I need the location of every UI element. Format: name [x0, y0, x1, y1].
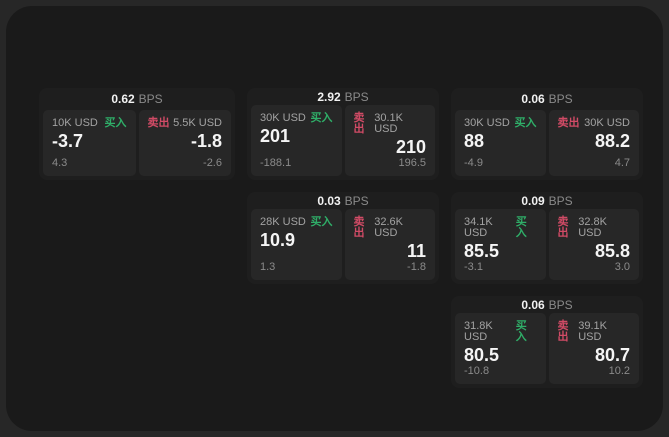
buy-value: 88 — [464, 131, 485, 151]
buy-sub-value: -3.1 — [464, 261, 483, 273]
sell-tile[interactable]: 卖出 5.5K USD -1.8 -2.6 — [138, 110, 231, 176]
sell-tag: 卖出 — [557, 320, 569, 344]
bps-value: 0.06 — [521, 92, 545, 106]
buy-amount: 31.8K USD — [464, 320, 493, 344]
buy-amount: 10K USD — [52, 117, 98, 129]
sell-sub-value: -2.6 — [203, 157, 222, 169]
quote-card: 0.09 BPS 34.1K USD 买入 85.5 -3.1 卖出 32.8K… — [451, 192, 643, 284]
sell-tile[interactable]: 卖出 30.1K USD 210 196.5 — [344, 105, 435, 176]
buy-tile[interactable]: 31.8K USD 买入 80.5 -10.8 — [455, 313, 546, 384]
buy-sub-value: 1.3 — [260, 261, 276, 273]
buy-amount: 30K USD — [260, 112, 306, 125]
bps-value: 2.92 — [317, 89, 341, 104]
sell-sub-value: 196.5 — [398, 157, 426, 169]
buy-amount: 28K USD — [260, 216, 306, 229]
bps-unit-label: BPS — [344, 193, 369, 208]
bps-unit-label: BPS — [548, 193, 573, 208]
buy-tile[interactable]: 10K USD 买入 -3.7 4.3 — [43, 110, 136, 176]
sell-amount: 32.6K USD — [374, 216, 403, 240]
sell-sub-value: -1.8 — [407, 261, 426, 273]
quote-card: 0.06 BPS 30K USD 买入 88 -4.9 卖出 30K USD — [451, 88, 643, 180]
bps-unit-label: BPS — [138, 92, 163, 106]
bps-value: 0.62 — [111, 92, 135, 106]
sell-value: -1.8 — [190, 131, 222, 151]
card-bps-header: 0.03 BPS — [251, 192, 435, 209]
buy-sub-value: -4.9 — [464, 157, 483, 169]
buy-amount: 34.1K USD — [464, 216, 493, 240]
sell-tile[interactable]: 卖出 30K USD 88.2 4.7 — [548, 110, 639, 176]
sell-sub-value: 4.7 — [614, 157, 630, 169]
sell-tag: 卖出 — [557, 216, 569, 240]
sell-amount: 39.1K USD — [578, 320, 607, 344]
sell-sub-value: 10.2 — [608, 365, 630, 377]
sell-value: 210 — [395, 137, 426, 158]
sell-tag: 卖出 — [353, 112, 365, 136]
app-background-panel: 0.62 BPS 10K USD 买入 -3.7 4.3 卖出 5.5K USD — [6, 6, 663, 431]
buy-tag: 买入 — [515, 320, 527, 344]
bps-value: 0.09 — [521, 193, 545, 208]
buy-tile[interactable]: 30K USD 买入 201 -188.1 — [251, 105, 342, 176]
buy-sub-value: -188.1 — [260, 157, 292, 169]
card-bps-header: 2.92 BPS — [251, 88, 435, 105]
buy-value: 80.5 — [464, 345, 500, 366]
sell-value: 80.7 — [594, 345, 630, 366]
sell-tag: 卖出 — [353, 216, 365, 240]
sell-amount: 32.8K USD — [578, 216, 607, 240]
bps-value: 0.06 — [521, 297, 545, 312]
buy-tile[interactable]: 28K USD 买入 10.9 1.3 — [251, 209, 342, 280]
sell-amount: 5.5K USD — [173, 117, 222, 129]
card-bps-header: 0.62 BPS — [43, 88, 231, 110]
buy-value: 10.9 — [260, 230, 296, 251]
buy-value: -3.7 — [52, 131, 84, 151]
buy-sub-value: 4.3 — [52, 157, 68, 169]
sell-value: 11 — [406, 241, 426, 262]
buy-tag: 买入 — [310, 112, 333, 125]
sell-amount: 30K USD — [584, 117, 630, 129]
buy-tile[interactable]: 30K USD 买入 88 -4.9 — [455, 110, 546, 176]
buy-value: 201 — [260, 126, 291, 147]
quote-card: 0.62 BPS 10K USD 买入 -3.7 4.3 卖出 5.5K USD — [39, 88, 235, 180]
quote-card: 0.06 BPS 31.8K USD 买入 80.5 -10.8 卖出 39.1… — [451, 296, 643, 388]
buy-tag: 买入 — [514, 117, 537, 129]
quote-card: 0.03 BPS 28K USD 买入 10.9 1.3 卖出 32.6K US… — [247, 192, 439, 284]
sell-tile[interactable]: 卖出 32.8K USD 85.8 3.0 — [548, 209, 639, 280]
buy-tag: 买入 — [104, 117, 127, 129]
buy-value: 85.5 — [464, 241, 500, 262]
quote-cards-grid: 0.62 BPS 10K USD 买入 -3.7 4.3 卖出 5.5K USD — [39, 88, 643, 388]
sell-tile[interactable]: 卖出 32.6K USD 11 -1.8 — [344, 209, 435, 280]
buy-sub-value: -10.8 — [464, 365, 490, 377]
sell-value: 88.2 — [594, 131, 630, 151]
card-bps-header: 0.06 BPS — [455, 88, 639, 110]
buy-tag: 买入 — [515, 216, 527, 240]
buy-amount: 30K USD — [464, 117, 510, 129]
card-bps-header: 0.09 BPS — [455, 192, 639, 209]
bps-unit-label: BPS — [548, 92, 573, 106]
buy-tile[interactable]: 34.1K USD 买入 85.5 -3.1 — [455, 209, 546, 280]
bps-value: 0.03 — [317, 193, 341, 208]
sell-value: 85.8 — [594, 241, 630, 262]
sell-tile[interactable]: 卖出 39.1K USD 80.7 10.2 — [548, 313, 639, 384]
sell-tag: 卖出 — [557, 117, 580, 129]
card-bps-header: 0.06 BPS — [455, 296, 639, 313]
sell-amount: 30.1K USD — [374, 112, 403, 136]
sell-tag: 卖出 — [147, 117, 170, 129]
buy-tag: 买入 — [310, 216, 333, 229]
bps-unit-label: BPS — [548, 297, 573, 312]
bps-unit-label: BPS — [344, 89, 369, 104]
sell-sub-value: 3.0 — [614, 261, 630, 273]
quote-card: 2.92 BPS 30K USD 买入 201 -188.1 卖出 30.1K … — [247, 88, 439, 180]
